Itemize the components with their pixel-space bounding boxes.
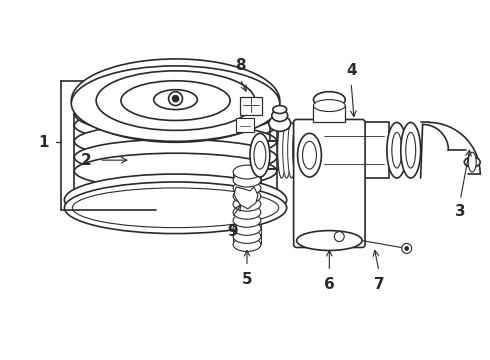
Ellipse shape [233, 230, 261, 243]
Ellipse shape [74, 139, 277, 175]
Ellipse shape [406, 132, 416, 168]
Ellipse shape [387, 122, 407, 178]
Text: 6: 6 [324, 277, 335, 292]
Bar [236, 118, 254, 132]
Ellipse shape [64, 174, 287, 226]
FancyBboxPatch shape [294, 120, 365, 247]
Ellipse shape [74, 108, 277, 143]
Ellipse shape [269, 116, 291, 131]
Ellipse shape [314, 100, 345, 112]
Circle shape [169, 92, 182, 105]
Ellipse shape [302, 141, 317, 169]
Ellipse shape [74, 92, 277, 135]
Ellipse shape [308, 122, 316, 178]
Bar [282, 125, 323, 176]
Ellipse shape [254, 141, 266, 169]
Ellipse shape [233, 221, 261, 235]
Ellipse shape [308, 122, 316, 178]
Ellipse shape [272, 109, 288, 121]
Ellipse shape [154, 90, 197, 109]
Ellipse shape [283, 122, 291, 178]
Ellipse shape [96, 71, 255, 130]
Ellipse shape [318, 122, 325, 178]
Ellipse shape [283, 122, 291, 178]
Text: 3: 3 [455, 204, 466, 219]
Text: 5: 5 [242, 272, 252, 287]
Ellipse shape [297, 133, 321, 177]
Text: 2: 2 [81, 153, 92, 168]
Polygon shape [420, 122, 480, 178]
Ellipse shape [233, 197, 261, 211]
Ellipse shape [278, 122, 286, 178]
Polygon shape [234, 187, 258, 209]
Ellipse shape [302, 122, 311, 178]
Ellipse shape [313, 122, 320, 178]
Ellipse shape [74, 153, 277, 189]
Ellipse shape [73, 188, 279, 228]
Ellipse shape [74, 123, 277, 159]
Ellipse shape [233, 181, 261, 195]
Ellipse shape [293, 122, 300, 178]
Ellipse shape [318, 122, 325, 178]
Ellipse shape [288, 122, 295, 178]
Ellipse shape [392, 132, 402, 168]
Circle shape [172, 96, 178, 102]
Circle shape [402, 243, 412, 253]
Circle shape [405, 247, 409, 251]
Ellipse shape [64, 182, 287, 234]
Bar [314, 105, 345, 122]
Ellipse shape [313, 122, 320, 178]
Ellipse shape [72, 59, 280, 142]
Ellipse shape [233, 165, 261, 179]
Bar [319, 122, 389, 178]
Ellipse shape [233, 205, 261, 219]
Ellipse shape [296, 231, 362, 251]
Ellipse shape [401, 122, 420, 178]
Ellipse shape [297, 122, 306, 178]
Ellipse shape [273, 105, 287, 113]
Ellipse shape [297, 122, 306, 178]
Ellipse shape [121, 81, 230, 121]
Ellipse shape [278, 122, 286, 178]
Ellipse shape [72, 66, 280, 141]
Bar [240, 96, 262, 114]
Ellipse shape [288, 122, 295, 178]
Circle shape [334, 231, 344, 242]
Ellipse shape [233, 213, 261, 227]
Ellipse shape [314, 92, 345, 108]
Ellipse shape [233, 189, 261, 203]
Text: 7: 7 [374, 277, 384, 292]
Text: 8: 8 [235, 58, 245, 73]
Text: 1: 1 [38, 135, 49, 150]
Ellipse shape [233, 173, 261, 187]
Ellipse shape [250, 133, 270, 177]
Text: 9: 9 [227, 224, 238, 239]
Text: 4: 4 [346, 63, 357, 78]
Ellipse shape [302, 122, 311, 178]
Ellipse shape [468, 152, 476, 172]
Ellipse shape [465, 157, 480, 167]
Ellipse shape [233, 238, 261, 251]
Ellipse shape [293, 122, 300, 178]
